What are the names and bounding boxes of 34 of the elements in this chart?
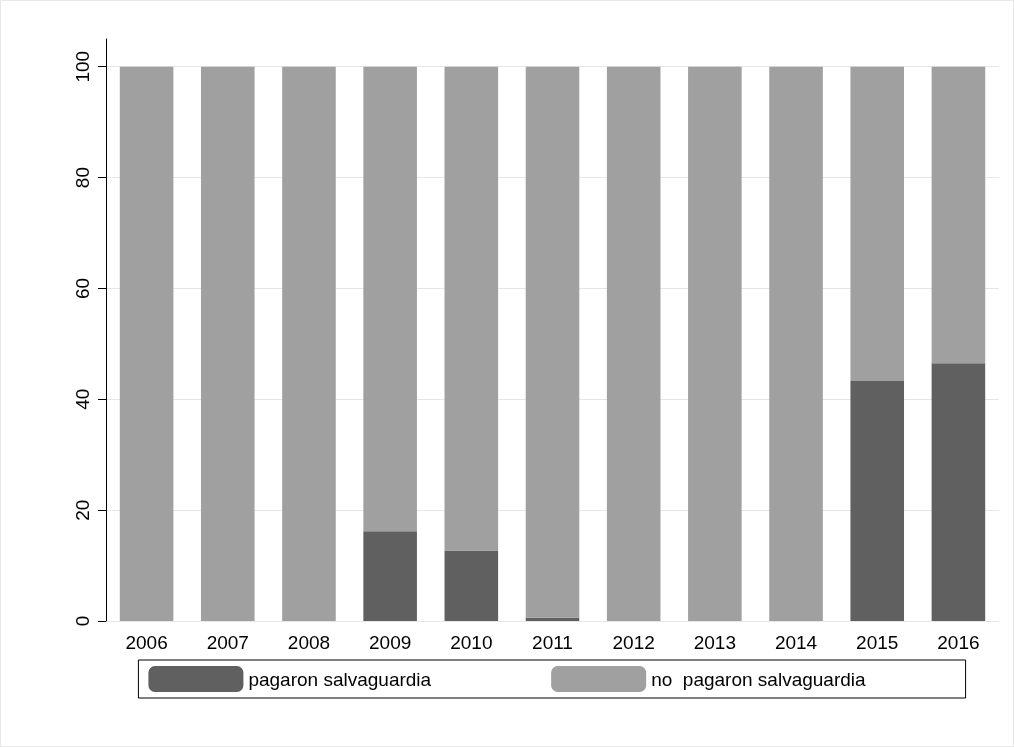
x-tick-label: 2013	[693, 632, 736, 653]
bar	[363, 66, 417, 532]
bar	[200, 66, 255, 621]
x-tick-label: 2007	[206, 632, 249, 653]
x-tick-label: 2010	[450, 632, 493, 653]
x-tick-label: 2014	[774, 632, 818, 653]
y-tick-label: 100	[72, 50, 93, 83]
bar	[282, 66, 336, 621]
y-tick-label: 20	[72, 499, 93, 521]
bar	[688, 66, 742, 621]
bar	[525, 66, 580, 618]
x-tick-label: 2011	[532, 632, 573, 653]
x-tick-label: 2016	[937, 632, 980, 653]
y-tick-label: 40	[72, 388, 93, 410]
bar	[769, 66, 823, 621]
bar	[850, 66, 905, 381]
bar	[363, 531, 417, 621]
bar	[119, 66, 174, 621]
legend-label: pagaron salvaguardia	[248, 668, 432, 690]
bar	[606, 66, 661, 621]
bar	[444, 66, 499, 551]
x-tick-label: 2015	[856, 632, 899, 653]
bar	[850, 380, 905, 621]
bar	[931, 66, 986, 364]
x-tick-label: 2009	[369, 632, 412, 653]
x-tick-label: 2008	[287, 632, 331, 653]
y-tick-label: 60	[72, 277, 93, 299]
bar	[931, 363, 986, 621]
y-tick-label: 80	[72, 167, 93, 189]
y-tick-label: 0	[72, 615, 93, 627]
x-tick-label: 2012	[612, 632, 655, 653]
legend-label: no pagaron salvaguardia	[651, 668, 867, 690]
bar	[444, 550, 499, 621]
x-tick-label: 2006	[125, 632, 168, 653]
